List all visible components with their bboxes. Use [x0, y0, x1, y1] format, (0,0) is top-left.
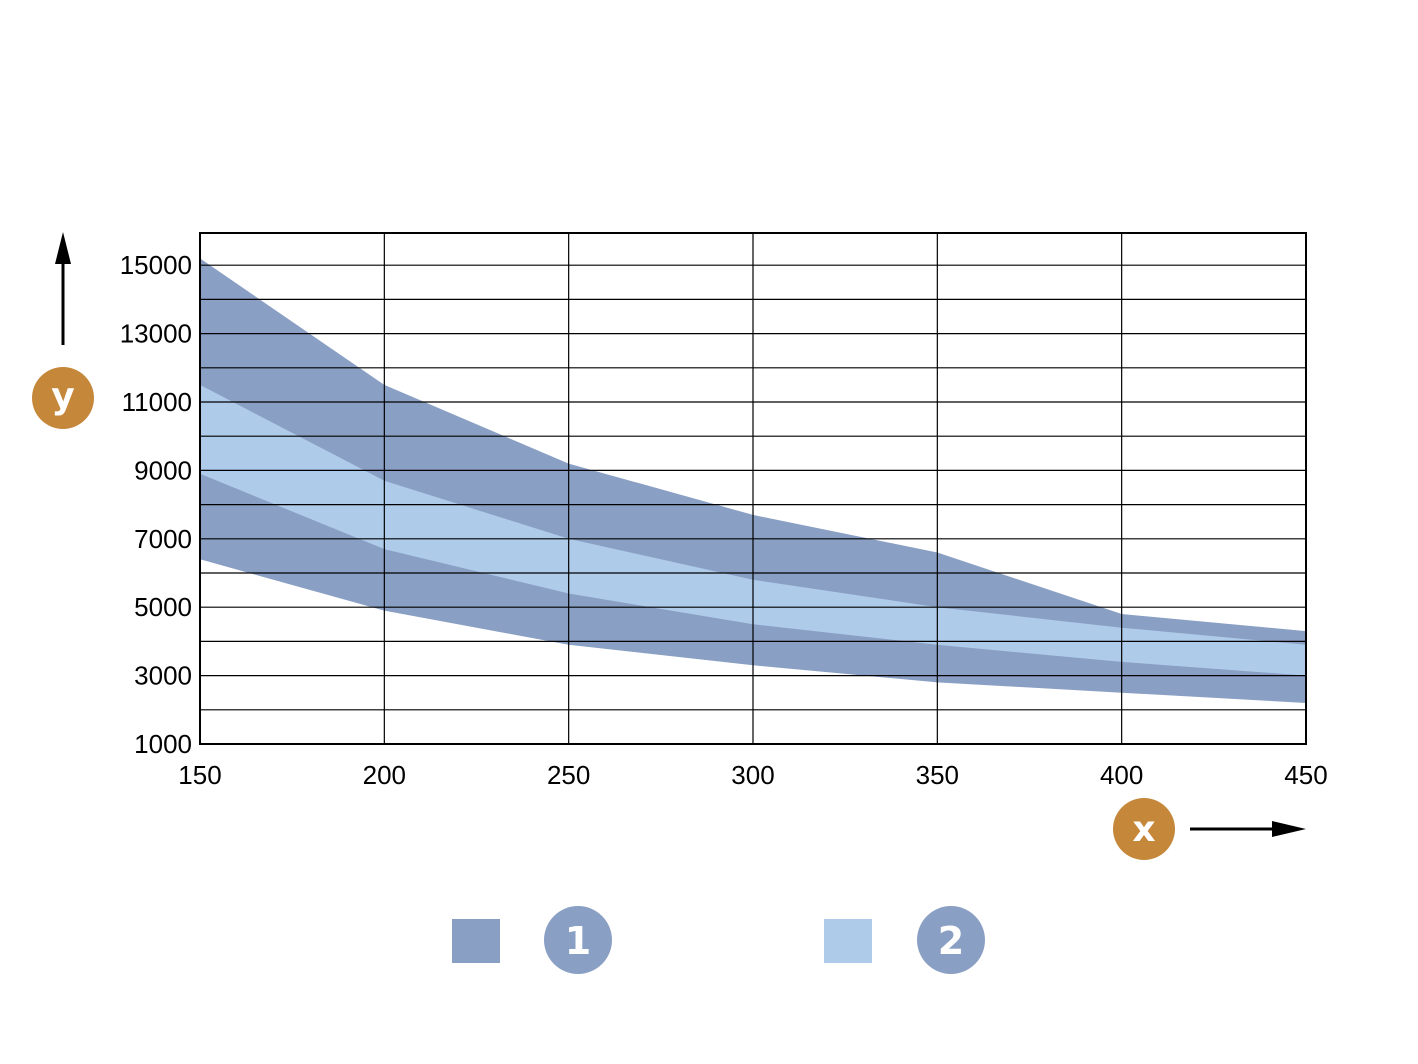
legend-label-2: 2	[938, 919, 964, 963]
legend: 1 2	[452, 906, 985, 974]
y-tick-label-7000: 7000	[134, 524, 192, 554]
y-tick-label-5000: 5000	[134, 592, 192, 622]
x-axis-indicator: x	[1113, 798, 1306, 860]
y-tick-label-3000: 3000	[134, 661, 192, 691]
plot-frame	[199, 232, 1307, 745]
x-tick-label-350: 350	[916, 760, 959, 790]
y-tick-label-13000: 13000	[120, 319, 192, 349]
legend-swatch-2	[824, 919, 872, 963]
y-axis-label: y	[51, 376, 74, 417]
band-series-1	[200, 258, 1306, 703]
y-tick-label-9000: 9000	[134, 455, 192, 485]
y-tick-labels: 1000 3000 5000 7000 9000 11000 13000 15000	[120, 250, 192, 759]
x-tick-label-400: 400	[1100, 760, 1143, 790]
x-tick-label-250: 250	[547, 760, 590, 790]
x-tick-label-450: 450	[1284, 760, 1327, 790]
x-tick-label-150: 150	[178, 760, 221, 790]
legend-item-2: 2	[824, 906, 985, 974]
x-tick-labels: 150 200 250 300 350 400 450	[178, 760, 1327, 790]
grid-layer	[200, 233, 1306, 744]
y-axis-label-badge	[32, 367, 94, 429]
legend-badge-2	[917, 906, 985, 974]
legend-item-1: 1	[452, 906, 612, 974]
x-tick-label-300: 300	[731, 760, 774, 790]
y-axis-arrow-head	[55, 232, 71, 264]
x-axis-label: x	[1132, 809, 1155, 850]
y-tick-label-1000: 1000	[134, 729, 192, 759]
x-axis-arrow-head	[1272, 821, 1306, 837]
y-axis-indicator: y	[32, 232, 94, 429]
y-tick-label-15000: 15000	[120, 250, 192, 280]
legend-swatch-1	[452, 919, 500, 963]
legend-label-1: 1	[565, 919, 591, 963]
legend-badge-1	[544, 906, 612, 974]
x-tick-label-200: 200	[363, 760, 406, 790]
x-axis-label-badge	[1113, 798, 1175, 860]
y-tick-label-11000: 11000	[122, 387, 192, 417]
